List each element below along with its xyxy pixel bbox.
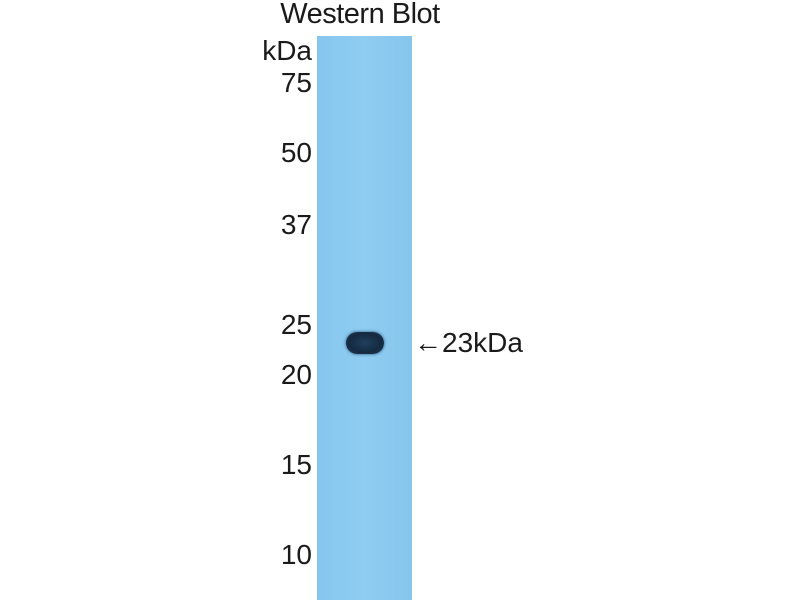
marker-50: 50 [280, 137, 312, 168]
marker-25: 25 [280, 309, 312, 340]
marker-15: 15 [280, 449, 312, 480]
band-size-label: 23kDa [442, 327, 523, 358]
marker-37: 37 [280, 209, 312, 240]
protein-band [346, 332, 384, 354]
marker-10: 10 [280, 539, 312, 570]
arrow-left-icon: ← [414, 327, 442, 358]
band-annotation: ←23kDa [414, 328, 523, 358]
figure-title: Western Blot [280, 0, 440, 30]
blot-lane [317, 36, 412, 600]
marker-20: 20 [280, 359, 312, 390]
marker-75: 75 [280, 67, 312, 98]
unit-label: kDa [262, 35, 312, 66]
